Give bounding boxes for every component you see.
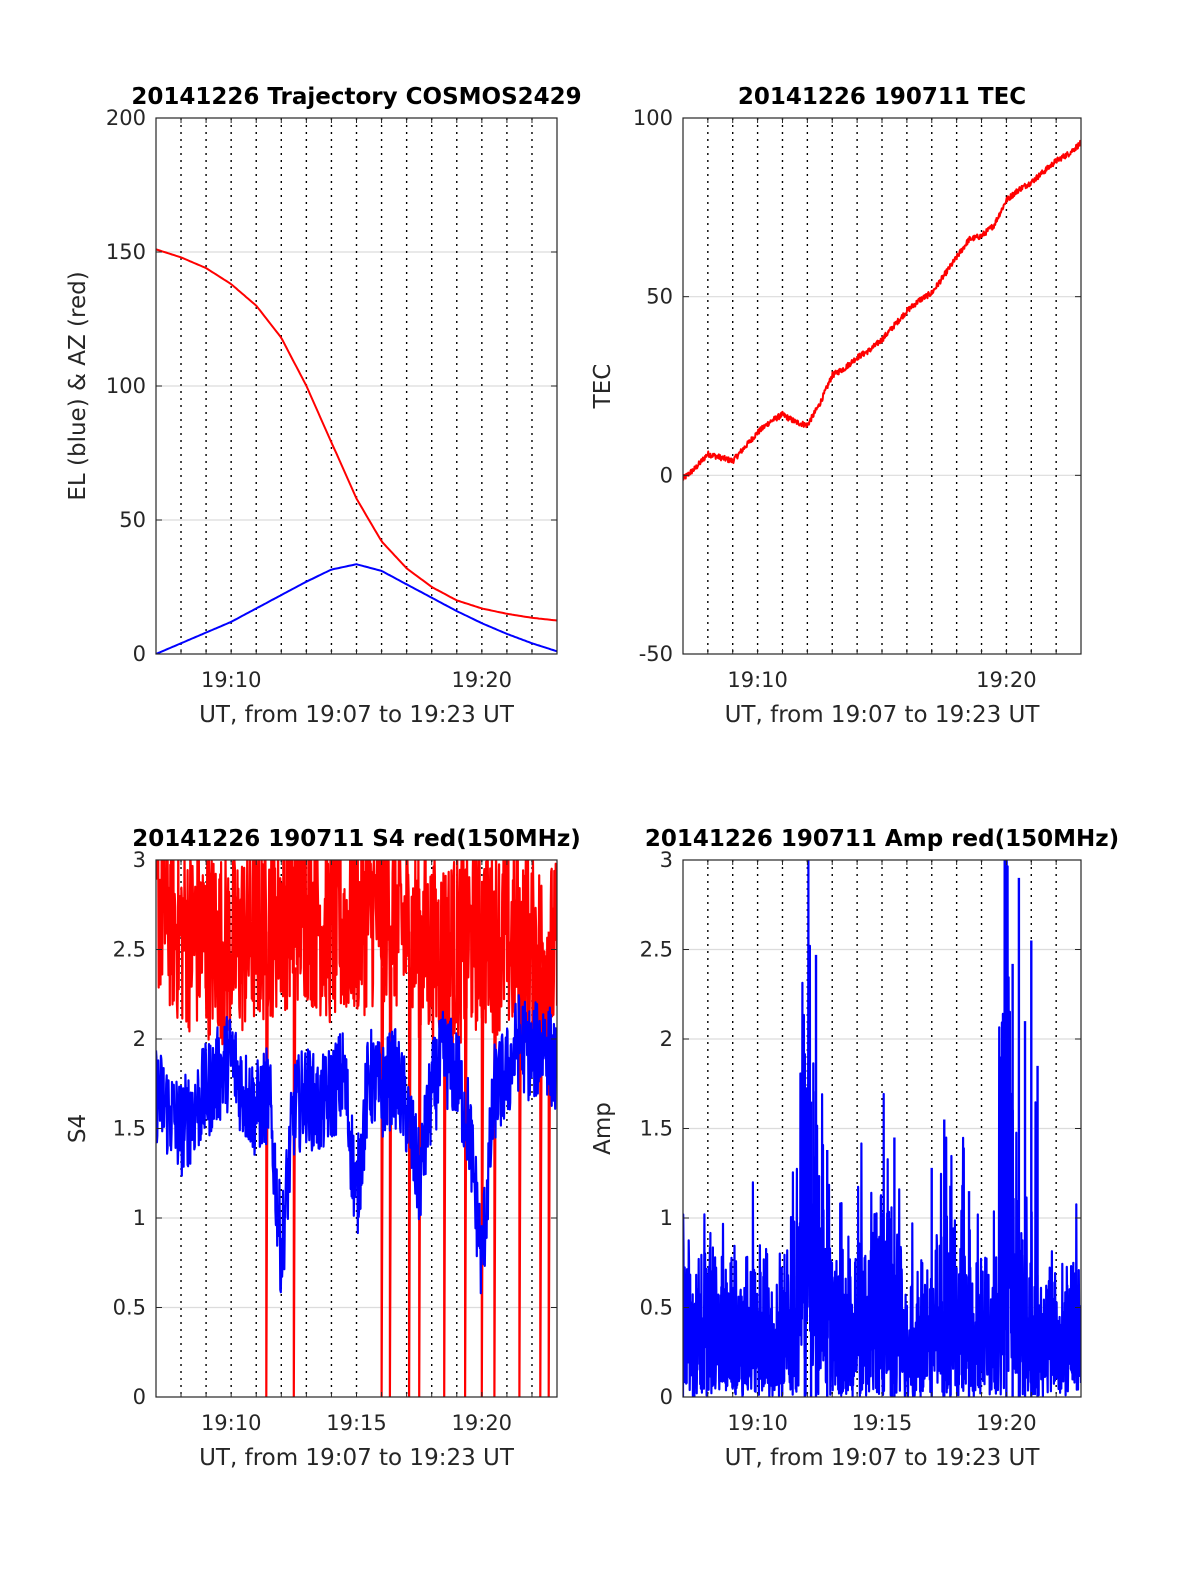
x-axis-label: UT, from 19:07 to 19:23 UT <box>725 1445 1041 1471</box>
series-line-1 <box>156 563 557 654</box>
amp-panel: 0 0.5 1 1.5 2 2.5 3 19:10 19:15 19:20 20141226 19… <box>590 826 1119 1471</box>
s4-panel: 0 0.5 1 1.5 2 2.5 3 19:10 19:15 19:20 20141226 19… <box>65 826 581 1471</box>
y-tick-label: 100 <box>633 106 673 130</box>
y-tick-label: 50 <box>646 285 673 309</box>
series-line-0 <box>683 860 1081 1397</box>
y-tick-label: 2 <box>660 1027 673 1051</box>
y-tick-label: 3 <box>133 848 146 872</box>
x-tick-label: 19:10 <box>727 1411 788 1435</box>
x-tick-label: 19:20 <box>452 1411 513 1435</box>
y-tick-label: 0.5 <box>640 1296 673 1320</box>
y-tick-label: -50 <box>639 642 673 666</box>
panel-title: 20141226 190711 Amp red(150MHz) <box>645 826 1119 852</box>
y-tick-label: 0 <box>660 1385 673 1409</box>
x-tick-label: 19:10 <box>201 1411 262 1435</box>
x-tick-label: 19:10 <box>727 668 788 692</box>
y-tick-label: 2.5 <box>113 938 146 962</box>
y-tick-label: 0 <box>133 1385 146 1409</box>
y-tick-label: 0 <box>660 463 673 487</box>
trajectory-panel: 0 50 100 150 200 19:10 19:20 20141226 Trajecto… <box>65 84 582 728</box>
y-tick-label: 150 <box>106 240 146 264</box>
y-tick-label: 1.5 <box>113 1117 146 1141</box>
x-tick-label: 19:20 <box>976 1411 1037 1435</box>
x-tick-label: 19:20 <box>976 668 1037 692</box>
x-tick-label: 19:20 <box>452 668 513 692</box>
x-tick-label: 19:10 <box>201 668 262 692</box>
y-tick-label: 1 <box>133 1206 146 1230</box>
y-tick-label: 50 <box>119 508 146 532</box>
y-tick-label: 1 <box>660 1206 673 1230</box>
y-tick-label: 3 <box>660 848 673 872</box>
y-tick-label: 1.5 <box>640 1117 673 1141</box>
panel-title: 20141226 Trajectory COSMOS2429 <box>131 84 581 110</box>
x-axis-label: UT, from 19:07 to 19:23 UT <box>725 702 1041 728</box>
y-axis-label: TEC <box>590 364 616 410</box>
x-axis-label: UT, from 19:07 to 19:23 UT <box>199 702 515 728</box>
panel-title: 20141226 190711 S4 red(150MHz) <box>132 826 581 852</box>
x-tick-label: 19:15 <box>852 1411 913 1435</box>
x-tick-label: 19:15 <box>326 1411 387 1435</box>
y-tick-label: 0 <box>133 642 146 666</box>
y-tick-label: 2 <box>133 1027 146 1051</box>
panel-title: 20141226 190711 TEC <box>738 84 1026 110</box>
y-tick-label: 0.5 <box>113 1296 146 1320</box>
series-line-1 <box>156 994 557 1295</box>
y-axis-label: EL (blue) & AZ (red) <box>65 271 91 500</box>
y-axis-label: Amp <box>590 1102 616 1155</box>
series-line-0 <box>683 139 1081 481</box>
y-tick-label: 2.5 <box>640 938 673 962</box>
y-axis-label: S4 <box>65 1114 91 1143</box>
y-tick-label: 200 <box>106 106 146 130</box>
y-tick-label: 100 <box>106 374 146 398</box>
series-line-0 <box>156 248 557 622</box>
x-axis-label: UT, from 19:07 to 19:23 UT <box>199 1445 515 1471</box>
